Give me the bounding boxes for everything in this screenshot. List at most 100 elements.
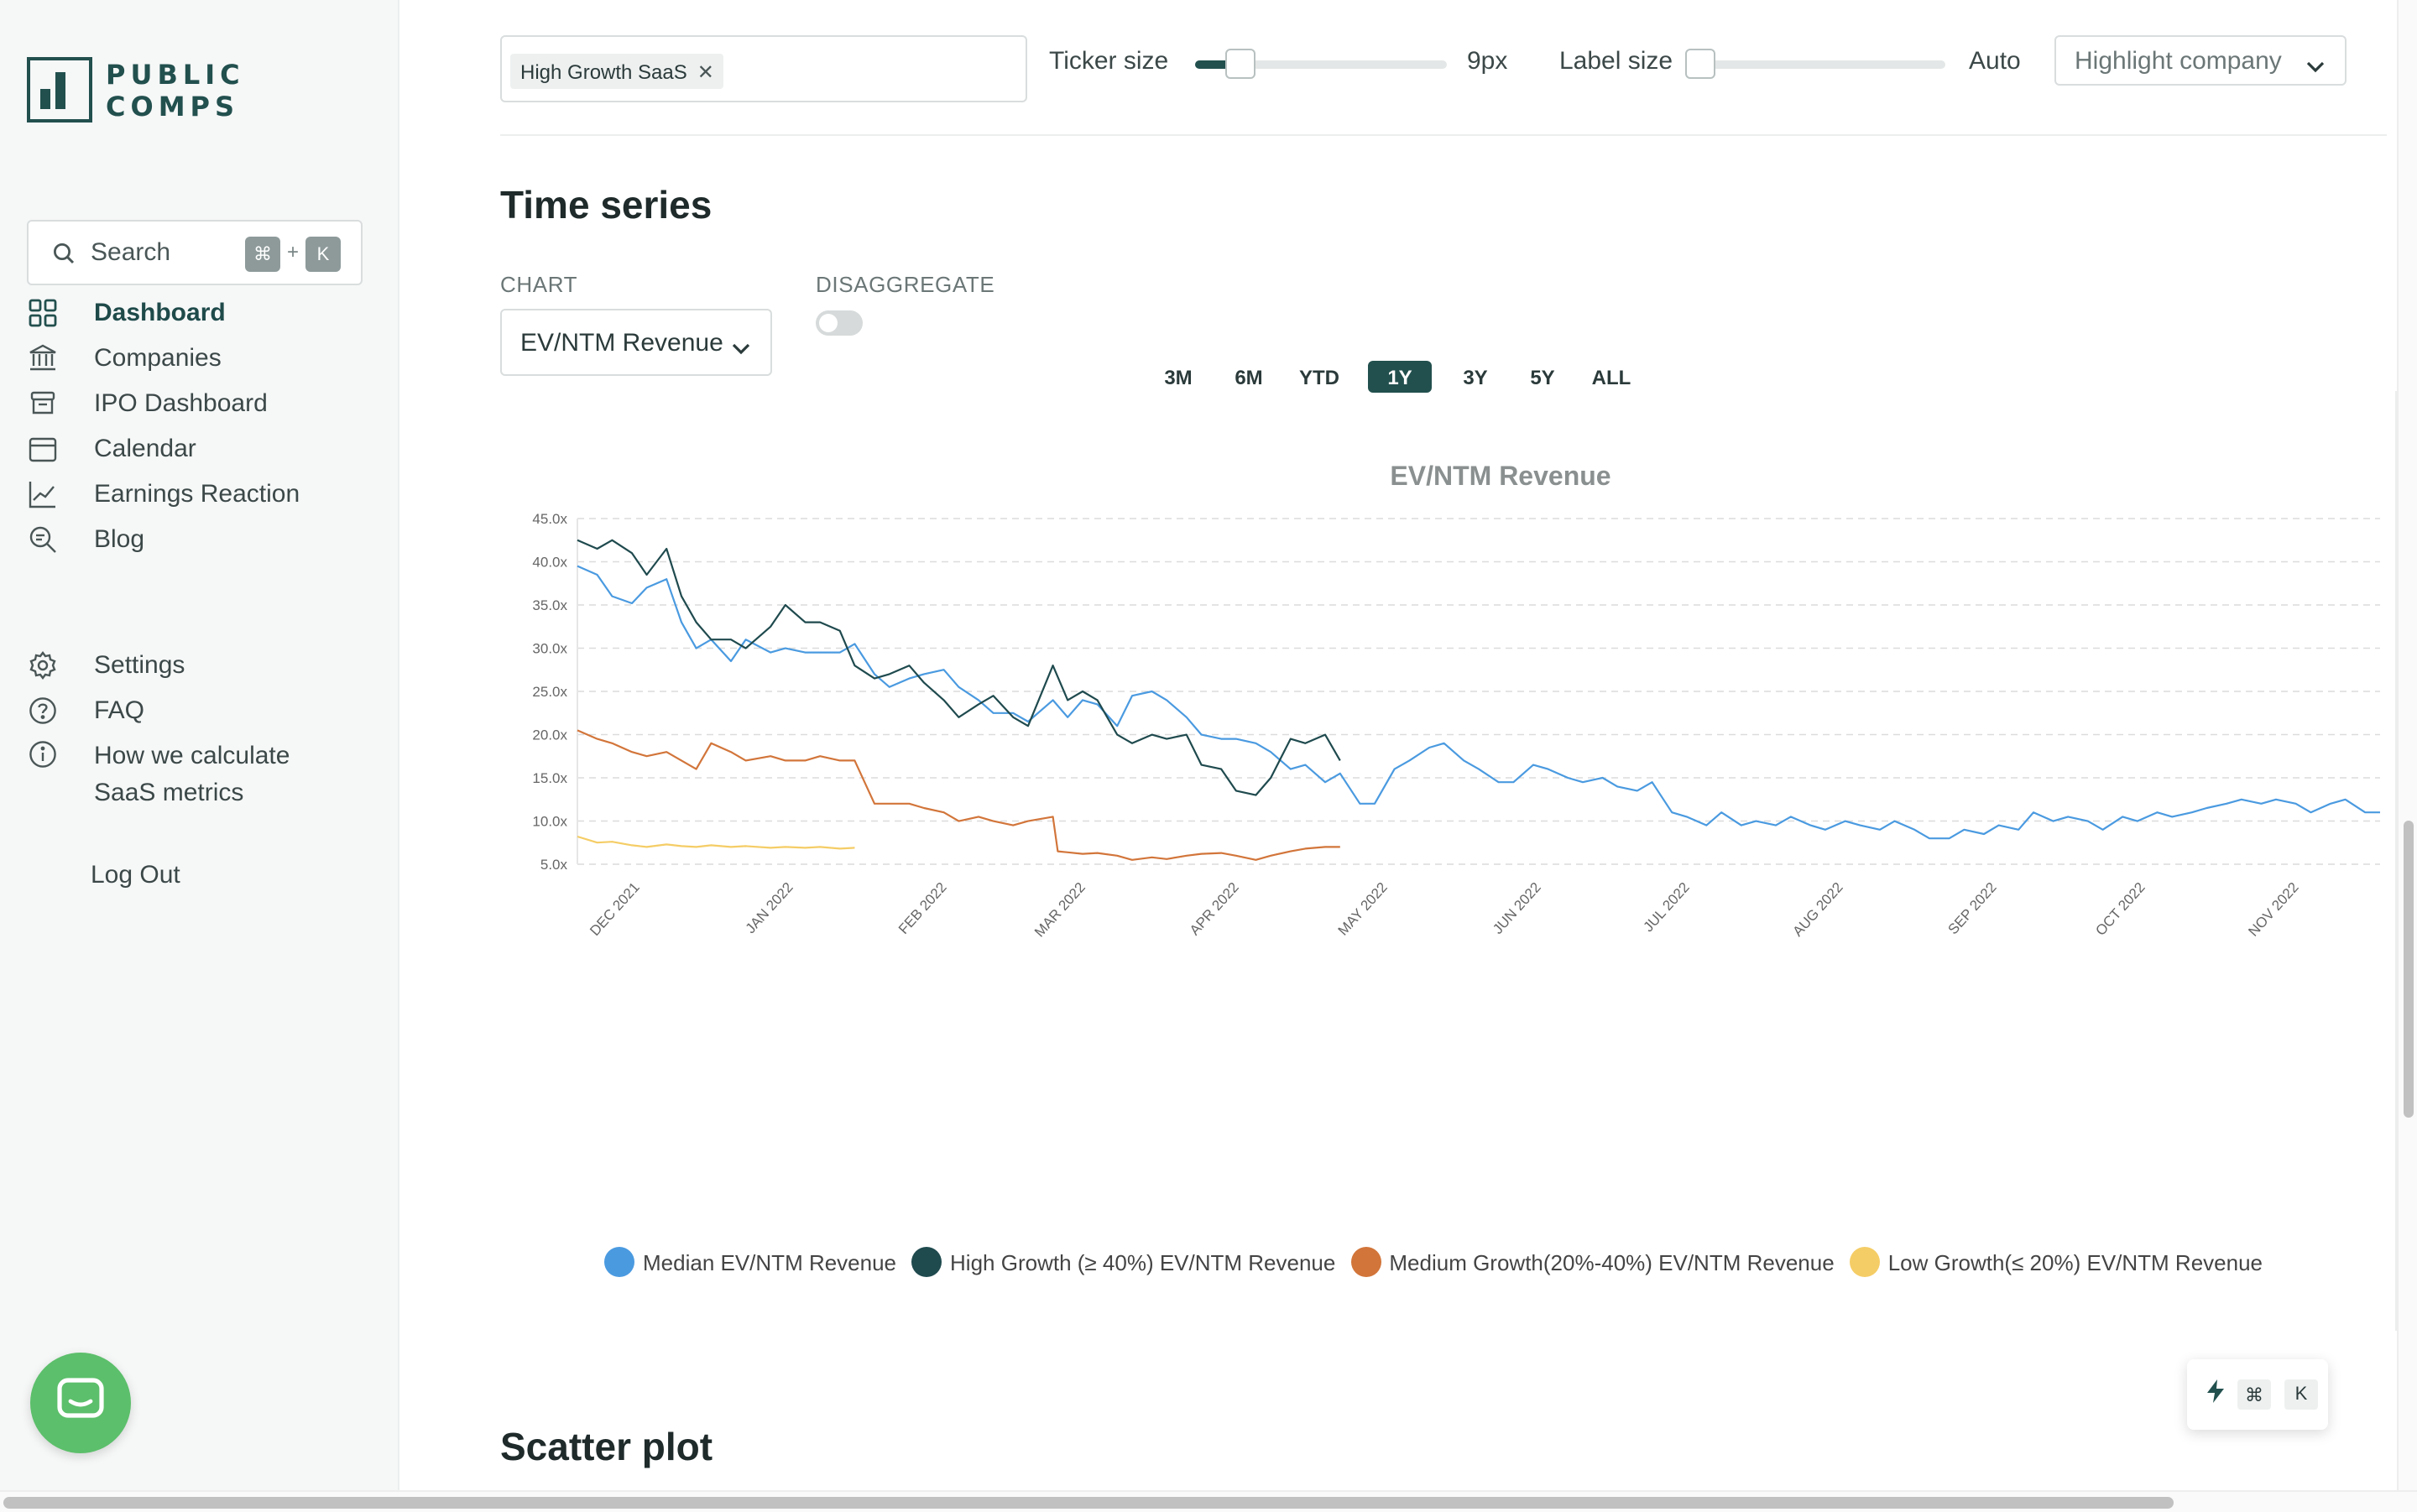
legend-dot [911, 1247, 942, 1277]
chart-metric-value: EV/NTM Revenue [520, 328, 723, 357]
vertical-scrollbar[interactable] [2397, 0, 2417, 1490]
x-tick-label: OCT 2022 [2092, 879, 2148, 939]
horizontal-scrollbar[interactable] [0, 1490, 2417, 1512]
nav-label: Earnings Reaction [94, 480, 300, 508]
nav-item-calendar[interactable]: Calendar [27, 426, 379, 472]
nav-item-companies[interactable]: Companies [27, 336, 379, 381]
range-1y-button[interactable]: 1Y [1368, 361, 1432, 393]
logo-mark-icon [27, 57, 92, 123]
calendar-icon [27, 434, 57, 464]
sidebar: PUBLIC COMPS Search ⌘ + K Dashboard [0, 0, 399, 1512]
chevron-down-icon [2306, 52, 2325, 81]
chevron-down-icon [732, 334, 750, 362]
legend-item-high-growth[interactable]: High Growth (≥ 40%) EV/NTM Revenue [911, 1247, 1335, 1277]
scatter-plot-title: Scatter plot [500, 1425, 713, 1468]
series-line-low [577, 835, 855, 850]
y-tick-label: 20.0x [532, 727, 567, 743]
legend-dot [604, 1247, 634, 1277]
range-3y-button[interactable]: 3Y [1463, 365, 1488, 388]
ticker-size-fill [1195, 60, 1241, 69]
x-tick-label: MAY 2022 [1335, 879, 1391, 939]
main-content: High Growth SaaS ✕ Ticker size 9px Label… [399, 0, 2397, 1512]
legend-item-low-growth[interactable]: Low Growth(≤ 20%) EV/NTM Revenue [1849, 1247, 2263, 1277]
k-key: K [305, 237, 341, 272]
label-size-slider[interactable] [1685, 49, 1945, 79]
search-icon [52, 241, 76, 264]
range-5y-button[interactable]: 5Y [1530, 365, 1555, 388]
chat-launcher-button[interactable] [30, 1353, 131, 1453]
legend-item-medium-growth[interactable]: Medium Growth(20%-40%) EV/NTM Revenue [1350, 1247, 1835, 1277]
brand-name: PUBLIC COMPS [106, 58, 245, 122]
y-tick-label: 25.0x [532, 684, 567, 700]
y-tick-label: 5.0x [540, 857, 568, 873]
x-tick-label: AUG 2022 [1790, 879, 1846, 940]
x-tick-label: MAR 2022 [1031, 879, 1088, 940]
brand-logo[interactable]: PUBLIC COMPS [27, 57, 245, 123]
search-input[interactable]: Search ⌘ + K [27, 220, 363, 285]
ticker-size-value: 9px [1467, 47, 1508, 76]
series-line-medium [577, 729, 1340, 861]
cmd-key: ⌘ [2237, 1379, 2271, 1410]
range-6m-button[interactable]: 6M [1235, 365, 1263, 388]
x-tick-label: JUL 2022 [1640, 879, 1692, 935]
grid-icon [27, 298, 57, 328]
toggle-knob [819, 314, 838, 332]
legend-label: Low Growth(≤ 20%) EV/NTM Revenue [1887, 1249, 2263, 1275]
nav-item-faq[interactable]: FAQ [27, 688, 379, 733]
highlight-company-select[interactable]: Highlight company [2054, 35, 2347, 86]
range-all-button[interactable]: ALL [1591, 365, 1631, 388]
chart-label: CHART [500, 272, 578, 297]
ticker-size-slider[interactable] [1195, 49, 1447, 79]
nav-label: Blog [94, 525, 145, 554]
nav-item-blog[interactable]: Blog [27, 517, 379, 562]
x-tick-label: JAN 2022 [743, 879, 796, 936]
time-series-chart: EV/NTM Revenue 45.0x 40.0x 35.0x 30.0x 25.0x 2… [500, 391, 2397, 1331]
secondary-nav: Settings FAQ How we calculate SaaS metri… [27, 643, 379, 812]
chart-metric-select[interactable]: EV/NTM Revenue [500, 309, 772, 376]
section-divider [500, 134, 2387, 136]
cmd-key: ⌘ [245, 237, 280, 272]
legend-label: Medium Growth(20%-40%) EV/NTM Revenue [1389, 1249, 1835, 1275]
nav-label: Dashboard [94, 299, 226, 327]
nav-label: Settings [94, 651, 185, 680]
label-size-label: Label size [1559, 47, 1673, 76]
nav-item-dashboard[interactable]: Dashboard [27, 290, 379, 336]
y-tick-label: 15.0x [532, 770, 567, 786]
legend-label: Median EV/NTM Revenue [643, 1249, 897, 1275]
disaggregate-label: DISAGGREGATE [816, 272, 995, 297]
chat-icon [57, 1377, 104, 1429]
remove-tag-icon[interactable]: ✕ [697, 60, 714, 83]
nav-label: How we calculate SaaS metrics [94, 742, 290, 807]
nav-label: IPO Dashboard [94, 389, 268, 418]
ticker-size-label: Ticker size [1049, 47, 1169, 76]
legend-item-median[interactable]: Median EV/NTM Revenue [604, 1247, 896, 1277]
segment-filter-input[interactable]: High Growth SaaS ✕ [500, 35, 1027, 102]
chart-svg: EV/NTM Revenue 45.0x 40.0x 35.0x 30.0x 25.0x 2… [532, 461, 2380, 940]
time-series-title: Time series [500, 183, 713, 227]
label-size-thumb[interactable] [1685, 49, 1715, 79]
nav-item-how-we-calculate[interactable]: How we calculate SaaS metrics [27, 733, 379, 812]
search-doc-icon [27, 524, 57, 555]
range-ytd-button[interactable]: YTD [1299, 365, 1339, 388]
logout-link[interactable]: Log Out [91, 861, 180, 889]
nav-label: Calendar [94, 435, 196, 463]
search-label: Search [91, 238, 171, 267]
x-tick-label: JUN 2022 [1490, 879, 1544, 937]
ticker-size-thumb[interactable] [1225, 49, 1256, 79]
nav-label: FAQ [94, 696, 145, 725]
disaggregate-toggle[interactable] [816, 310, 863, 336]
vertical-scroll-thumb[interactable] [2404, 821, 2414, 1118]
command-bar-shortcut[interactable]: ⌘ K [2187, 1359, 2328, 1430]
horizontal-scroll-thumb[interactable] [3, 1497, 2174, 1509]
y-tick-label: 10.0x [532, 814, 567, 830]
y-tick-label: 30.0x [532, 641, 567, 657]
label-size-value: Auto [1969, 47, 2021, 76]
nav-item-earnings-reaction[interactable]: Earnings Reaction [27, 472, 379, 517]
plus-sign: + [287, 240, 300, 263]
question-icon [27, 696, 57, 726]
y-tick-label: 35.0x [532, 597, 567, 613]
range-3m-button[interactable]: 3M [1164, 365, 1193, 388]
nav-item-ipo-dashboard[interactable]: IPO Dashboard [27, 381, 379, 426]
nav-item-settings[interactable]: Settings [27, 643, 379, 688]
nav-label: Companies [94, 344, 222, 373]
